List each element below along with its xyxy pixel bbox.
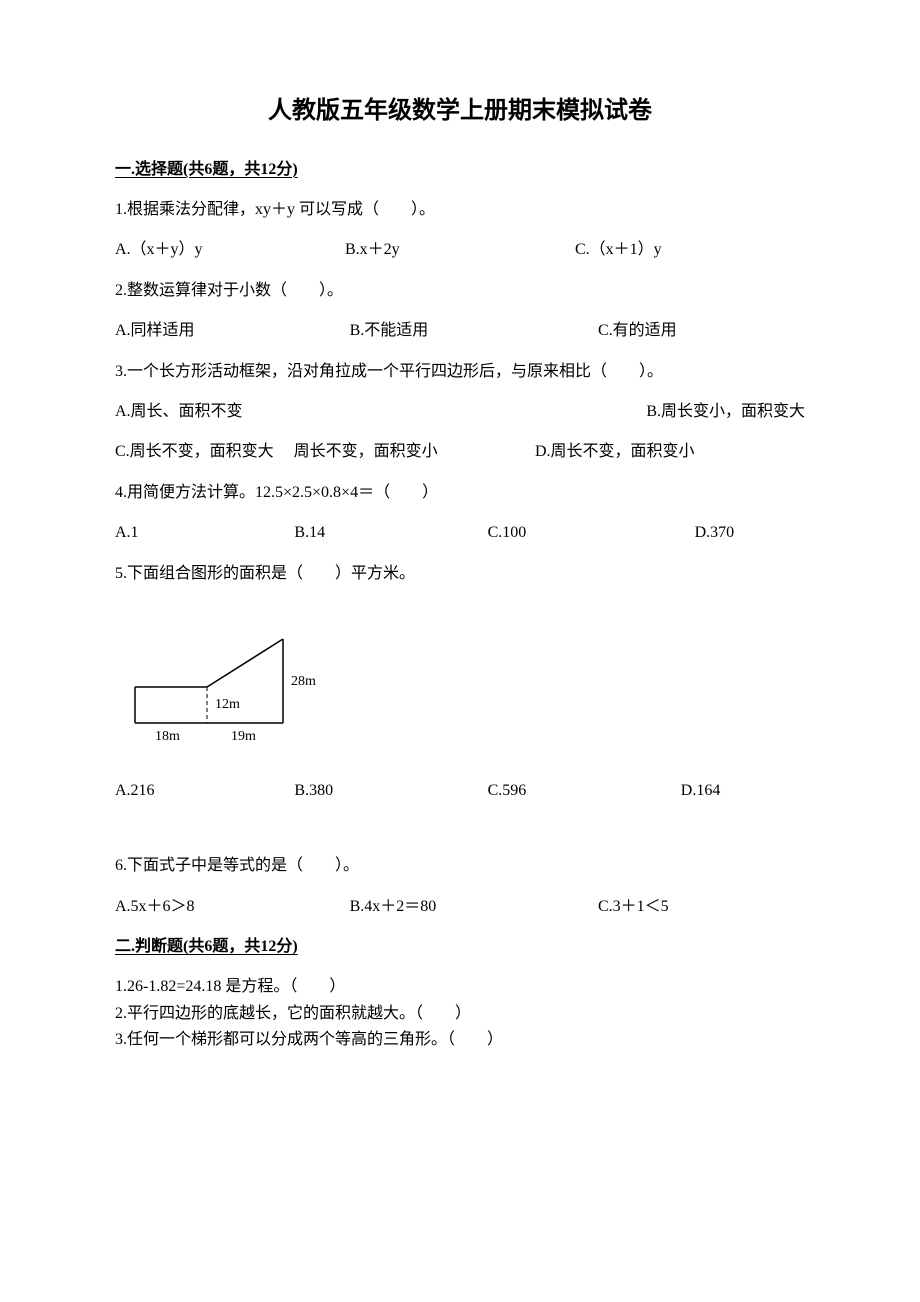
q2-option-b: B.不能适用 bbox=[350, 320, 598, 342]
q3-option-b: B.周长变小，面积变大 bbox=[646, 401, 805, 423]
question-2-text: 2.整数运算律对于小数（ ）。 bbox=[115, 280, 805, 302]
fig-label-18m: 18m bbox=[155, 729, 180, 744]
q4-option-d: D.370 bbox=[695, 522, 805, 544]
q3-option-d: D.周长不变，面积变小 bbox=[535, 441, 805, 463]
question-4: 4.用简便方法计算。12.5×2.5×0.8×4＝（ ） A.1 B.14 C.… bbox=[115, 482, 805, 545]
question-4-text: 4.用简便方法计算。12.5×2.5×0.8×4＝（ ） bbox=[115, 482, 805, 504]
document-title: 人教版五年级数学上册期末模拟试卷 bbox=[115, 95, 805, 129]
tf-question-2: 2.平行四边形的底越长，它的面积就越大。（ ） bbox=[115, 1003, 805, 1025]
question-1-text: 1.根据乘法分配律，xy＋y 可以写成（ ）。 bbox=[115, 199, 805, 221]
q6-option-a: A.5x＋6＞8 bbox=[115, 896, 350, 918]
question-5: 5.下面组合图形的面积是（ ）平方米。 12m 28m 18m 19m A.21… bbox=[115, 563, 805, 803]
composite-shape-figure: 12m 28m 18m 19m bbox=[115, 625, 805, 745]
q1-option-c: C.（x＋1）y bbox=[575, 239, 805, 261]
question-6-text: 6.下面式子中是等式的是（ ）。 bbox=[115, 855, 805, 877]
q5-option-d: D.164 bbox=[681, 780, 805, 802]
q4-option-a: A.1 bbox=[115, 522, 294, 544]
q6-option-c: C.3＋1＜5 bbox=[598, 896, 805, 918]
fig-label-28m: 28m bbox=[291, 674, 316, 689]
tf-question-3: 3.任何一个梯形都可以分成两个等高的三角形。（ ） bbox=[115, 1029, 805, 1051]
fig-label-12m: 12m bbox=[215, 697, 240, 712]
q5-option-a: A.216 bbox=[115, 780, 294, 802]
q5-option-c: C.596 bbox=[488, 780, 681, 802]
question-3-text: 3.一个长方形活动框架，沿对角拉成一个平行四边形后，与原来相比（ ）。 bbox=[115, 361, 805, 383]
tf-question-1: 1.26-1.82=24.18 是方程。（ ） bbox=[115, 976, 805, 998]
section1-header: 一.选择题(共6题，共12分) bbox=[115, 159, 805, 181]
q4-option-c: C.100 bbox=[488, 522, 695, 544]
q3-option-c: C.周长不变，面积变大 周长不变，面积变小 bbox=[115, 441, 535, 463]
q4-option-b: B.14 bbox=[294, 522, 487, 544]
q5-option-b: B.380 bbox=[294, 780, 487, 802]
q2-option-c: C.有的适用 bbox=[598, 320, 805, 342]
q1-option-a: A.（x＋y）y bbox=[115, 239, 345, 261]
q3-option-a: A.周长、面积不变 bbox=[115, 401, 243, 423]
question-1: 1.根据乘法分配律，xy＋y 可以写成（ ）。 A.（x＋y）y B.x＋2y … bbox=[115, 199, 805, 262]
section2-header: 二.判断题(共6题，共12分) bbox=[115, 936, 805, 958]
q1-option-b: B.x＋2y bbox=[345, 239, 575, 261]
q2-option-a: A.同样适用 bbox=[115, 320, 350, 342]
question-5-text: 5.下面组合图形的面积是（ ）平方米。 bbox=[115, 563, 805, 585]
q6-option-b: B.4x＋2＝80 bbox=[350, 896, 598, 918]
question-3: 3.一个长方形活动框架，沿对角拉成一个平行四边形后，与原来相比（ ）。 A.周长… bbox=[115, 361, 805, 464]
fig-label-19m: 19m bbox=[231, 729, 256, 744]
question-2: 2.整数运算律对于小数（ ）。 A.同样适用 B.不能适用 C.有的适用 bbox=[115, 280, 805, 343]
question-6: 6.下面式子中是等式的是（ ）。 A.5x＋6＞8 B.4x＋2＝80 C.3＋… bbox=[115, 855, 805, 918]
